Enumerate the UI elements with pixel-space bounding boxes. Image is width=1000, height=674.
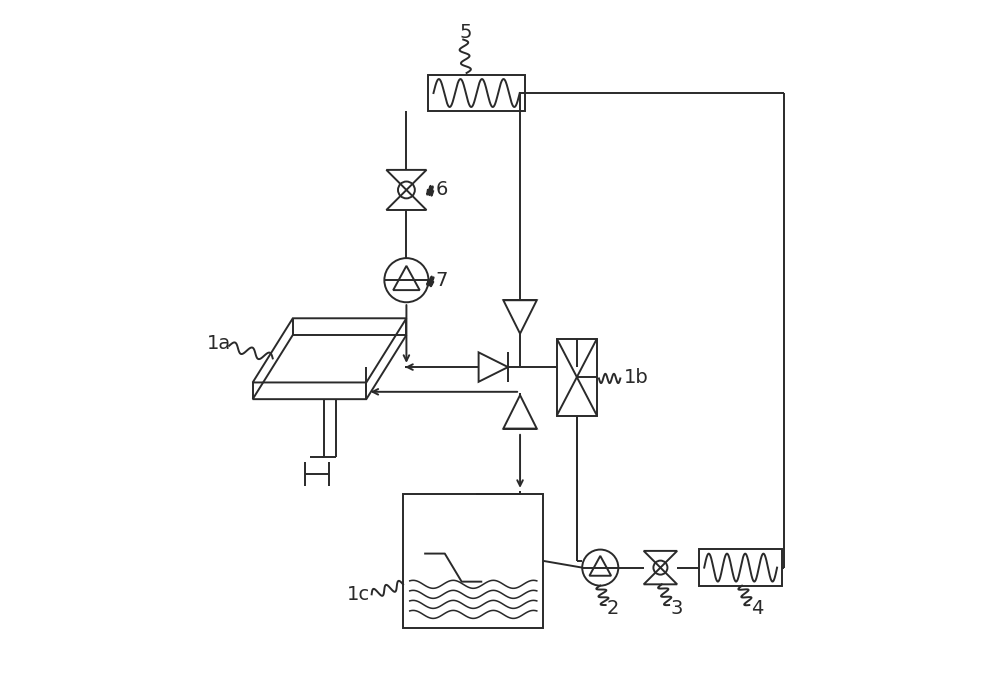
- Text: 5: 5: [460, 24, 472, 42]
- Text: 1b: 1b: [624, 367, 648, 387]
- Text: 3: 3: [670, 599, 683, 618]
- Bar: [557, 338, 597, 416]
- Text: 4: 4: [751, 599, 763, 618]
- Text: 1a: 1a: [207, 334, 231, 353]
- Bar: [428, 75, 525, 111]
- Bar: [699, 549, 782, 586]
- Text: 6: 6: [435, 181, 448, 200]
- Text: 2: 2: [607, 599, 619, 618]
- Text: 1c: 1c: [347, 585, 370, 604]
- Bar: [403, 494, 543, 627]
- Text: 7: 7: [435, 271, 448, 290]
